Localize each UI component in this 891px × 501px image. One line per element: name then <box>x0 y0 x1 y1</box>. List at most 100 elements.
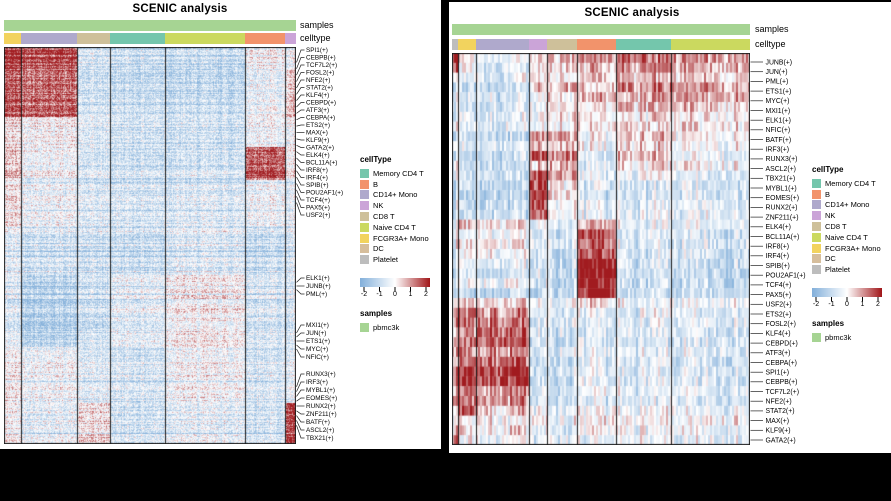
celltype-annotation-label: celltype <box>300 33 331 43</box>
legend-label: pbmc3k <box>373 323 400 333</box>
legend-swatch <box>812 265 821 275</box>
colorbar-gradient <box>812 288 882 298</box>
row-mark-label: CEBPD(+) <box>766 340 798 347</box>
row-mark-label: POU2AF1(+) <box>306 190 343 197</box>
samples-annotation-bar <box>4 20 296 31</box>
row-mark-label: ATF3(+) <box>766 350 791 357</box>
legend-label: FCGR3A+ Mono <box>373 233 429 243</box>
row-mark-connector <box>296 425 305 439</box>
row-mark-label: IRF8(+) <box>306 167 328 174</box>
row-mark-label: KLF9(+) <box>306 137 329 144</box>
row-mark-label: PAX5(+) <box>766 292 792 299</box>
row-mark-label: MYC(+) <box>766 98 790 105</box>
row-mark-label: ETS2(+) <box>306 122 330 129</box>
row-mark-label: STAT2(+) <box>306 85 333 92</box>
right-row-mark-labels: JUNB(+) JUN(+) PML(+) ETS1(+) MYC(+) MXI1(+) E… <box>750 59 806 444</box>
row-mark-label: NFIC(+) <box>306 354 329 361</box>
legend-item: CD8 T <box>360 211 446 222</box>
row-mark-label: PML(+) <box>766 79 789 86</box>
legend-swatch <box>360 190 369 200</box>
row-mark-label: MYC(+) <box>306 346 328 353</box>
legend-item: Naive CD4 T <box>360 222 446 233</box>
row-mark-connector <box>296 348 305 358</box>
row-mark-connector <box>296 344 305 350</box>
celltype-segment <box>577 39 616 50</box>
row-mark-connector <box>296 170 305 178</box>
celltype-legend-title: cellType <box>360 155 392 164</box>
row-mark-label: IRF3(+) <box>306 379 328 386</box>
colorbar-tick-label: -2 <box>812 301 820 309</box>
right-heatmap <box>452 53 750 445</box>
legend-item: B <box>360 179 446 190</box>
row-mark-connector <box>296 79 305 89</box>
row-mark-label: EOMES(+) <box>766 195 800 202</box>
celltype-segment <box>21 33 77 44</box>
celltype-segment <box>671 39 750 50</box>
row-mark-connector <box>296 420 305 431</box>
celltype-segment <box>77 33 110 44</box>
colorbar-tick-label: -2 <box>360 291 368 299</box>
celltype-segment <box>245 33 285 44</box>
row-mark-label: GATA2(+) <box>766 437 796 444</box>
legend-swatch <box>360 201 369 211</box>
row-mark-label: IRF3(+) <box>766 147 790 154</box>
legend-label: B <box>825 189 831 199</box>
legend-label: CD8 T <box>373 212 395 222</box>
row-mark-label: MXI1(+) <box>766 108 791 115</box>
left-legend: cellType Memory CD4 T B CD14+ Mono NK CD8 T Na… <box>360 155 446 333</box>
colorbar-tick-label: 0 <box>393 291 397 299</box>
row-mark-label: CEBPA(+) <box>766 360 797 367</box>
colorbar: -2 -1 0 1 2 <box>812 288 882 311</box>
legend-swatch <box>360 179 369 189</box>
row-mark-label: TCF4(+) <box>306 197 330 204</box>
row-mark-label: JUN(+) <box>766 69 788 76</box>
row-mark-label: NFE2(+) <box>306 77 330 84</box>
samples-legend-title: samples <box>812 319 845 329</box>
right-legend: cellType Memory CD4 T B CD14+ Mono NK CD8 T Na… <box>812 165 891 343</box>
row-mark-label: MYBL1(+) <box>306 387 335 394</box>
legend-swatch <box>812 200 821 210</box>
colorbar-ticks <box>363 287 427 292</box>
row-mark-label: NFIC(+) <box>766 127 791 134</box>
row-mark-connector <box>296 289 305 295</box>
row-mark-connector <box>296 196 305 208</box>
celltype-segment <box>452 39 458 50</box>
row-mark-label: CEBPB(+) <box>306 55 336 62</box>
legend-item: NK <box>812 210 891 221</box>
celltype-segment <box>165 33 245 44</box>
row-mark-label: KLF4(+) <box>306 92 329 99</box>
row-mark-connector <box>296 124 305 127</box>
legend-item: FCGR3A+ Mono <box>360 233 446 244</box>
row-mark-label: KLF4(+) <box>766 331 791 338</box>
row-mark-connector <box>296 87 305 95</box>
row-mark-label: ELK4(+) <box>306 152 330 159</box>
row-mark-connector <box>296 202 305 216</box>
celltype-segment <box>458 39 476 50</box>
legend-swatch <box>812 222 821 232</box>
legend-swatch <box>812 333 821 343</box>
legend-swatch <box>812 232 821 242</box>
legend-item: Naive CD4 T <box>812 232 891 243</box>
legend-label: CD14+ Mono <box>825 200 870 210</box>
row-mark-label: STAT2(+) <box>766 408 795 415</box>
row-mark-label: ZNF211(+) <box>766 214 799 221</box>
row-mark-label: CEBPA(+) <box>306 115 335 122</box>
samples-segment <box>452 24 750 35</box>
legend-label: Memory CD4 T <box>373 168 424 178</box>
celltype-annotation-bar <box>452 39 750 50</box>
legend-label: DC <box>825 254 836 264</box>
left-row-mark-labels: SPI1(+)CEBPB(+)TCF7L2(+)FOSL2(+)NFE2(+)S… <box>296 47 343 442</box>
legend-item: pbmc3k <box>360 322 446 333</box>
samples-annotation-label: samples <box>755 24 789 34</box>
row-mark-connector <box>296 102 305 108</box>
row-mark-label: RUNX3(+) <box>306 371 336 378</box>
row-mark-label: ETS1(+) <box>306 338 330 345</box>
colorbar-tick-label: -1 <box>828 301 835 309</box>
row-mark-label: ZNF211(+) <box>306 411 337 418</box>
legend-swatch <box>360 244 369 254</box>
samples-legend-title: samples <box>360 309 393 319</box>
right-panel-title: SCENIC analysis <box>584 7 680 19</box>
legend-item: Memory CD4 T <box>360 168 446 179</box>
celltype-segment <box>616 39 671 50</box>
